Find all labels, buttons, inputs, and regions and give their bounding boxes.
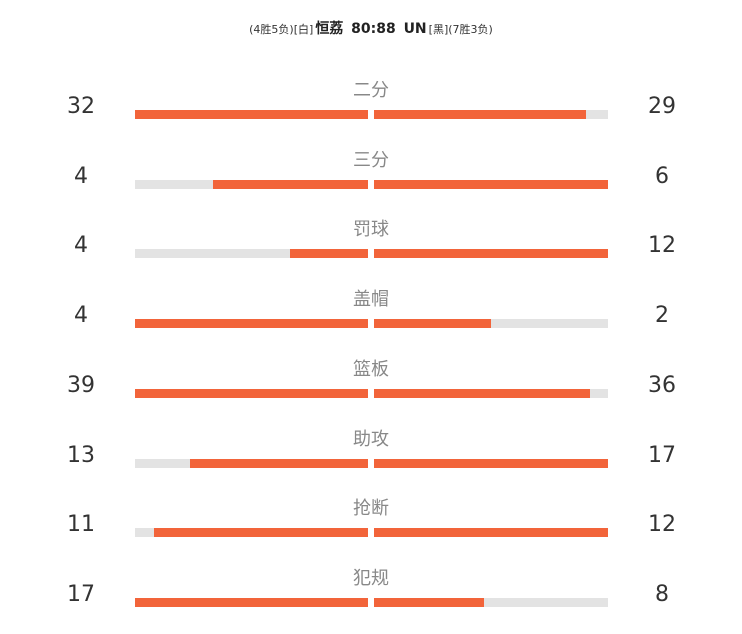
right-bar xyxy=(374,249,608,259)
left-value: 13 xyxy=(67,442,95,468)
match-header: (4胜5负)[白] 恒荔 80:88 UN [黑](7胜3负) xyxy=(0,18,742,38)
left-value: 4 xyxy=(74,233,88,259)
right-value: 29 xyxy=(648,94,676,119)
left-record: (4胜5负) xyxy=(249,23,294,36)
score: 80:88 xyxy=(351,21,396,37)
right-bar xyxy=(374,110,587,119)
left-value: 4 xyxy=(74,163,88,189)
left-side: [白] xyxy=(293,23,314,36)
left-value: 4 xyxy=(74,303,88,329)
right-bar-track xyxy=(374,388,608,398)
left-bar-track xyxy=(135,319,368,329)
stat-label: 盖帽 xyxy=(353,289,389,311)
stat-label: 篮板 xyxy=(353,358,389,380)
stat-row: 盖帽 4 2 xyxy=(0,285,742,355)
left-bar xyxy=(135,110,368,119)
left-bar-track xyxy=(135,110,368,119)
left-bar xyxy=(135,388,368,398)
stat-row: 助攻 13 17 xyxy=(0,425,742,495)
left-bar xyxy=(212,179,368,189)
right-bar-track xyxy=(374,597,608,607)
stat-label: 抢断 xyxy=(353,498,389,520)
left-value: 11 xyxy=(67,512,95,538)
left-bar-track xyxy=(135,458,368,468)
right-side: [黑] xyxy=(428,23,449,36)
right-bar xyxy=(374,528,608,538)
stat-label: 二分 xyxy=(353,80,389,101)
stat-row: 抢断 11 12 xyxy=(0,494,742,564)
stat-row: 三分 4 6 xyxy=(0,146,742,216)
left-value: 17 xyxy=(67,581,95,607)
stat-row: 二分 32 29 xyxy=(0,76,742,146)
right-team: UN xyxy=(403,21,427,37)
right-value: 12 xyxy=(648,512,676,538)
stat-label: 犯规 xyxy=(353,567,389,589)
left-value: 32 xyxy=(67,94,95,119)
left-bar-track xyxy=(135,388,368,398)
left-bar xyxy=(135,597,368,607)
stat-row: 罚球 4 12 xyxy=(0,215,742,285)
stat-label: 罚球 xyxy=(353,219,389,241)
right-bar-track xyxy=(374,319,608,329)
right-bar-track xyxy=(374,249,608,259)
right-bar xyxy=(374,319,491,329)
left-bar-track xyxy=(135,597,368,607)
right-value: 6 xyxy=(655,163,669,189)
right-bar xyxy=(374,597,485,607)
left-value: 39 xyxy=(67,372,95,398)
right-value: 8 xyxy=(655,581,669,607)
right-value: 36 xyxy=(648,372,676,398)
left-bar xyxy=(290,249,368,259)
stat-label: 助攻 xyxy=(353,428,389,450)
left-bar-track xyxy=(135,249,368,259)
right-value: 2 xyxy=(655,303,669,329)
right-bar-track xyxy=(374,458,608,468)
left-bar xyxy=(135,319,368,329)
left-bar-track xyxy=(135,528,368,538)
stat-label: 三分 xyxy=(353,149,389,171)
left-team: 恒荔 xyxy=(315,21,344,37)
left-bar-track xyxy=(135,179,368,189)
right-bar xyxy=(374,179,608,189)
left-bar xyxy=(154,528,368,538)
stat-row: 篮板 39 36 xyxy=(0,355,742,425)
right-bar-track xyxy=(374,179,608,189)
right-bar xyxy=(374,458,608,468)
right-bar xyxy=(374,388,590,398)
right-bar-track xyxy=(374,528,608,538)
left-bar xyxy=(189,458,368,468)
right-bar-track xyxy=(374,110,608,119)
right-value: 12 xyxy=(648,233,676,259)
right-record: (7胜3负) xyxy=(448,23,493,36)
stat-row: 犯规 17 8 xyxy=(0,564,742,634)
right-value: 17 xyxy=(648,442,676,468)
